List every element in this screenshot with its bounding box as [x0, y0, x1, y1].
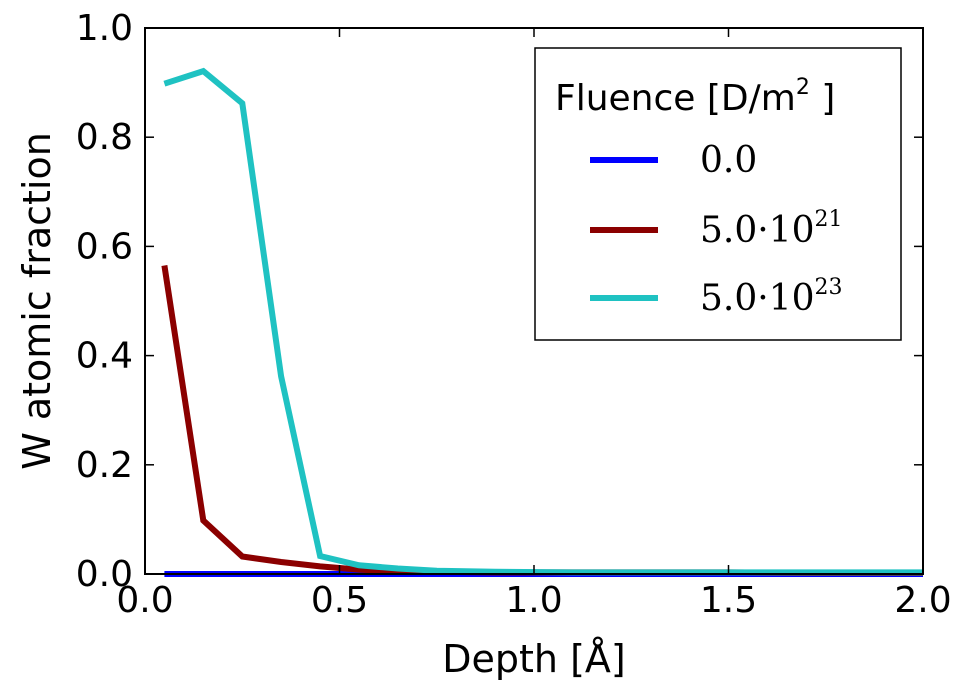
series-line-2	[163, 67, 923, 576]
legend: Fluence [D/m2 ] 0.0 5.0·1021 5.0·1023	[534, 47, 902, 341]
legend-entries: 0.0 5.0·1021 5.0·1023	[590, 140, 843, 319]
legend-label-1: 5.0·1021	[700, 207, 843, 251]
x-tick-label-0: 0.0	[116, 580, 173, 621]
x-axis-label: Depth [Å]	[442, 637, 625, 681]
y-axis-label: W atomic fraction	[15, 132, 59, 470]
x-tick-label-1: 0.5	[311, 580, 368, 621]
y-tick-label-1: 0.2	[76, 445, 133, 486]
y-tick-label-4: 0.8	[76, 117, 133, 158]
legend-label-0: 0.0	[700, 140, 757, 181]
y-tick-label-2: 0.4	[76, 336, 133, 377]
legend-label-2: 5.0·1023	[700, 275, 843, 319]
y-tick-label-3: 0.6	[76, 226, 133, 267]
x-tick-label-2: 1.0	[505, 580, 562, 621]
legend-title: Fluence [D/m2 ]	[555, 75, 835, 119]
tick-labels-layer: 0.0 0.5 1.0 1.5 2.0 0.0 0.2 0.4 0.6 0.8 1.0	[76, 8, 952, 621]
x-tick-label-3: 1.5	[700, 580, 757, 621]
x-tick-label-4: 2.0	[894, 580, 951, 621]
legend-box	[534, 47, 902, 341]
y-tick-label-5: 1.0	[76, 8, 133, 49]
ticks-layer	[144, 27, 924, 575]
y-tick-label-0: 0.0	[76, 554, 133, 595]
